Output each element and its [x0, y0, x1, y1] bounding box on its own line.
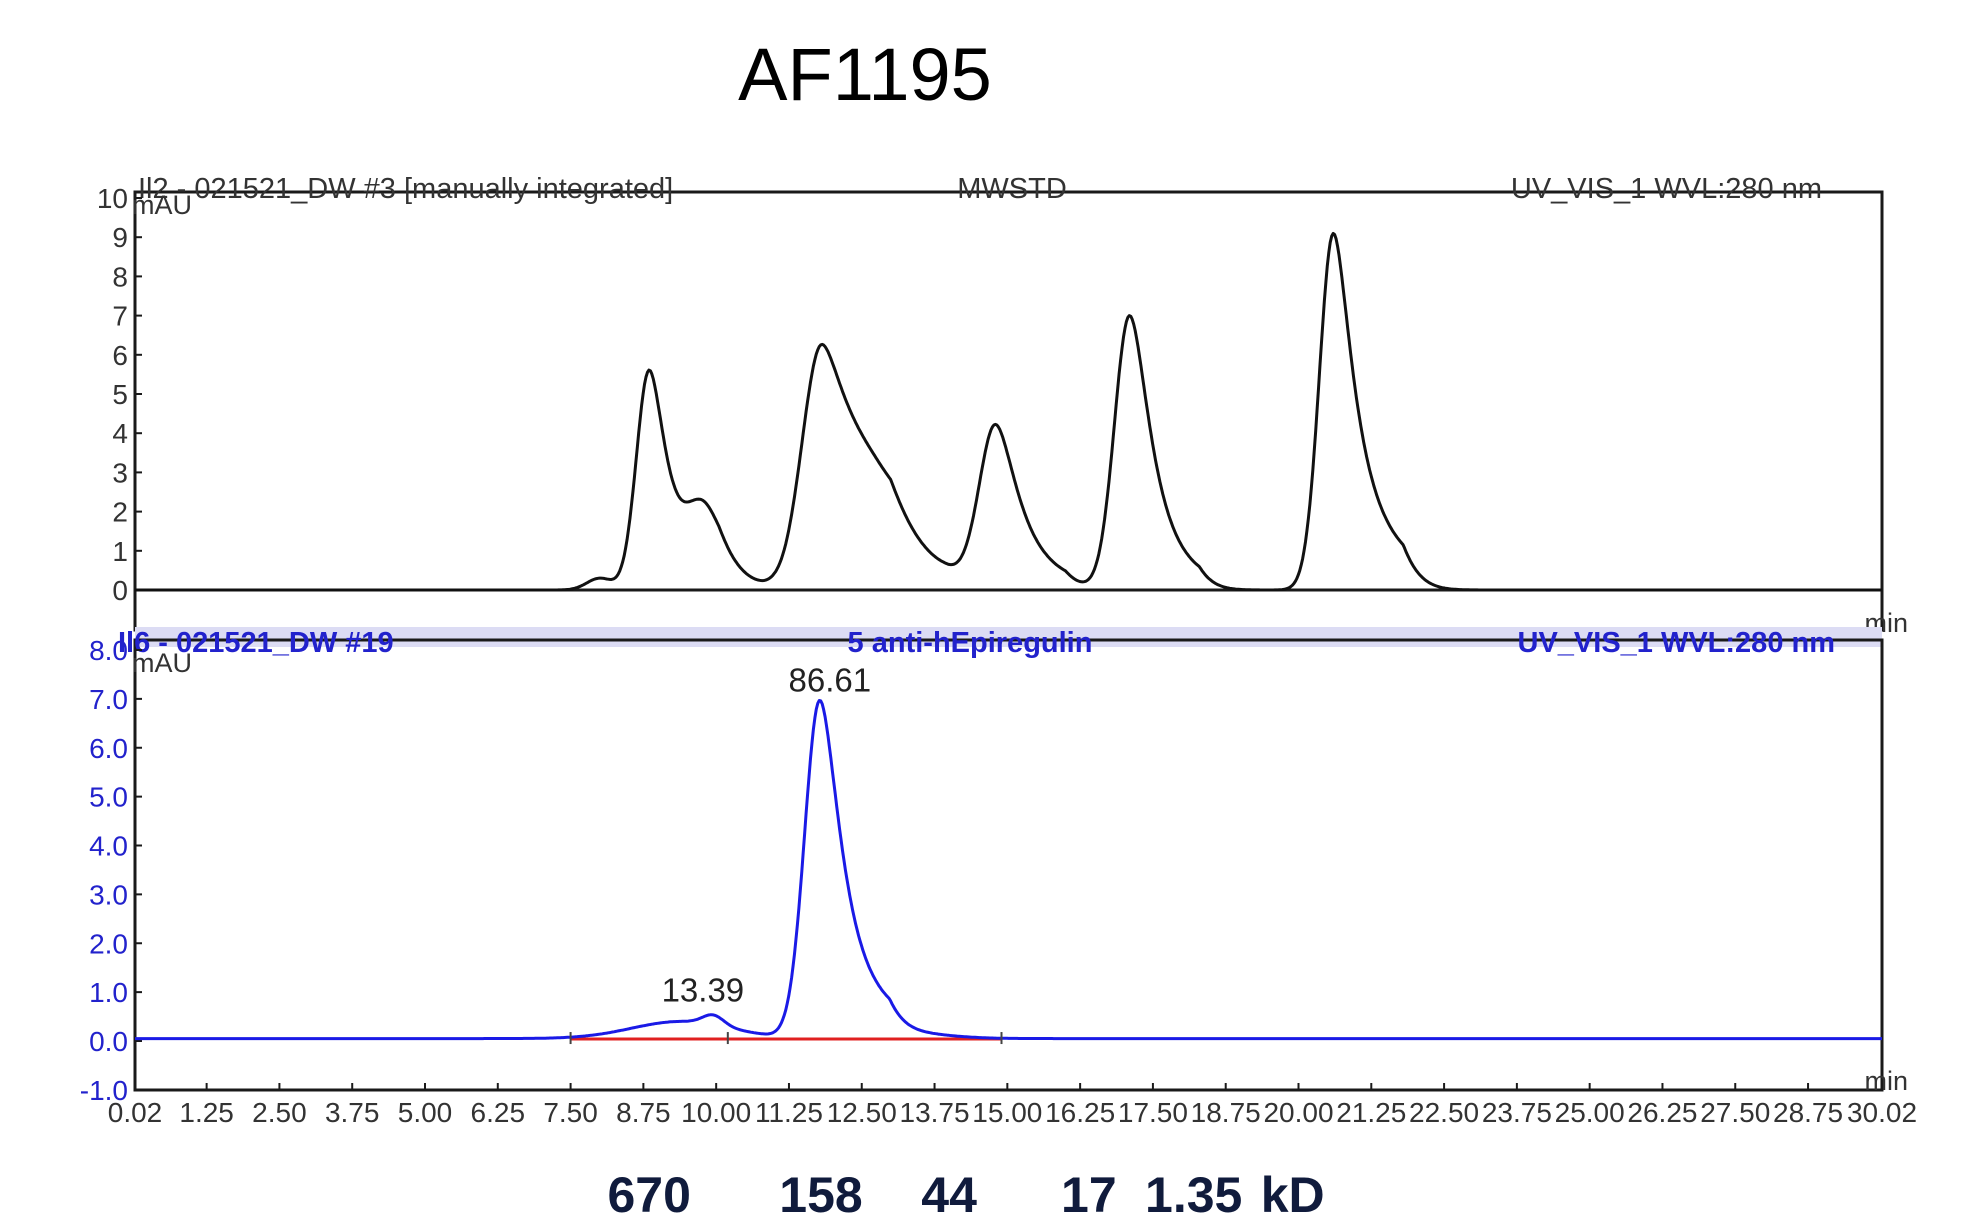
bottom-x-tick-label: 26.25	[1627, 1097, 1697, 1128]
top-chromatogram-panel: Il2 - 021521_DW #3 [manually integrated]…	[97, 173, 1908, 638]
top-header-program: MWSTD	[957, 173, 1067, 205]
peak-area-label: 13.39	[662, 972, 745, 1009]
bottom-y-axis-unit: mAU	[132, 648, 192, 678]
top-plot-frame	[133, 190, 1884, 632]
top-header-channel: UV_VIS_1 WVL:280 nm	[1511, 173, 1822, 205]
top-y-ticks: 0 1 2 3 4 5 6 7 8 9 10	[97, 183, 142, 606]
top-y-tick-label: 2	[112, 497, 128, 528]
top-y-tick-label: 3	[112, 457, 128, 488]
bottom-y-tick-label: 2.0	[89, 928, 128, 959]
bottom-x-tick-label: 17.50	[1118, 1097, 1188, 1128]
top-y-tick-label: 8	[112, 261, 128, 292]
bottom-x-tick-label: 0.02	[108, 1097, 163, 1128]
bottom-x-ticks: 0.02 1.25 2.50 3.75 5.00 6.25 7.50 8.75 10.00 11.…	[108, 1083, 1917, 1128]
bottom-header-channel: UV_VIS_1 WVL:280 nm	[1518, 627, 1836, 659]
bottom-y-tick-label: 5.0	[89, 782, 128, 813]
bottom-x-tick-label: 12.50	[827, 1097, 897, 1128]
bottom-y-tick-label: 0.0	[89, 1026, 128, 1057]
bottom-y-tick-label: 4.0	[89, 831, 128, 862]
top-header-sample: Il2 - 021521_DW #3 [manually integrated]	[138, 173, 673, 205]
bottom-header-program: 5 anti-hEpiregulin	[848, 627, 1093, 659]
size-marker-label: 670	[607, 1167, 690, 1223]
bottom-header-sample: Il6 - 021521_DW #19	[118, 627, 394, 659]
top-y-tick-label: 4	[112, 418, 128, 449]
bottom-trace-line	[135, 699, 1882, 1041]
top-y-tick-label: 9	[112, 222, 128, 253]
molecular-weight-markers: 670 158 44 17 1.35 kD	[607, 1167, 1324, 1223]
top-y-tick-label: 6	[112, 340, 128, 371]
bottom-x-tick-label: 30.02	[1847, 1097, 1917, 1128]
bottom-x-tick-label: 13.75	[900, 1097, 970, 1128]
size-marker-label: 17	[1061, 1167, 1117, 1223]
bottom-x-tick-label: 11.25	[755, 1097, 823, 1128]
bottom-y-tick-label: 1.0	[89, 977, 128, 1008]
bottom-x-tick-label: 6.25	[471, 1097, 526, 1128]
peak-annotations: 86.61 13.39	[569, 661, 1003, 1045]
bottom-y-ticks: -1.0 0.0 1.0 2.0 3.0 4.0 5.0 6.0 7.0 8.0	[80, 635, 142, 1106]
size-marker-label: kD	[1261, 1167, 1325, 1223]
bottom-x-tick-label: 3.75	[325, 1097, 380, 1128]
top-y-axis-unit: mAU	[132, 190, 192, 220]
bottom-y-tick-label: 8.0	[89, 635, 128, 666]
bottom-x-tick-label: 8.75	[616, 1097, 671, 1128]
bottom-x-tick-label: 23.75	[1482, 1097, 1552, 1128]
bottom-x-tick-label: 2.50	[252, 1097, 307, 1128]
bottom-header-band	[135, 627, 1882, 647]
bottom-x-tick-label: 22.50	[1409, 1097, 1479, 1128]
bottom-x-tick-label: 20.00	[1263, 1097, 1333, 1128]
bottom-chromatogram-panel: Il6 - 021521_DW #19 5 anti-hEpiregulin U…	[80, 627, 1917, 1128]
bottom-plot-frame	[133, 638, 1884, 1092]
top-trace-line	[135, 231, 1882, 592]
bottom-x-tick-label: 10.00	[681, 1097, 751, 1128]
bottom-x-tick-label: 7.50	[543, 1097, 598, 1128]
bottom-x-tick-label: 28.75	[1773, 1097, 1843, 1128]
top-y-tick-label: 1	[112, 536, 128, 567]
top-y-tick-label: 7	[112, 301, 128, 332]
size-marker-label: 158	[779, 1167, 862, 1223]
bottom-x-axis-unit: min	[1864, 1066, 1908, 1096]
bottom-x-tick-label: 25.00	[1555, 1097, 1625, 1128]
bottom-x-tick-label: 5.00	[398, 1097, 453, 1128]
bottom-x-tick-label: 21.25	[1336, 1097, 1406, 1128]
peak-area-label: 86.61	[789, 661, 872, 698]
size-marker-label: 1.35	[1145, 1167, 1242, 1223]
bottom-y-tick-label: 7.0	[89, 684, 128, 715]
bottom-y-tick-label: 3.0	[89, 879, 128, 910]
bottom-x-tick-label: 18.75	[1191, 1097, 1261, 1128]
bottom-x-tick-label: 1.25	[179, 1097, 234, 1128]
top-y-tick-label: 10	[97, 183, 128, 214]
bottom-y-tick-label: -1.0	[80, 1075, 128, 1106]
bottom-x-tick-label: 15.00	[972, 1097, 1042, 1128]
figure-title: AF1195	[738, 33, 992, 116]
bottom-x-tick-label: 27.50	[1700, 1097, 1770, 1128]
top-y-tick-label: 5	[112, 379, 128, 410]
size-marker-label: 44	[921, 1167, 977, 1223]
bottom-x-tick-label: 16.25	[1045, 1097, 1115, 1128]
top-y-tick-label: 0	[112, 575, 128, 606]
bottom-y-tick-label: 6.0	[89, 733, 128, 764]
